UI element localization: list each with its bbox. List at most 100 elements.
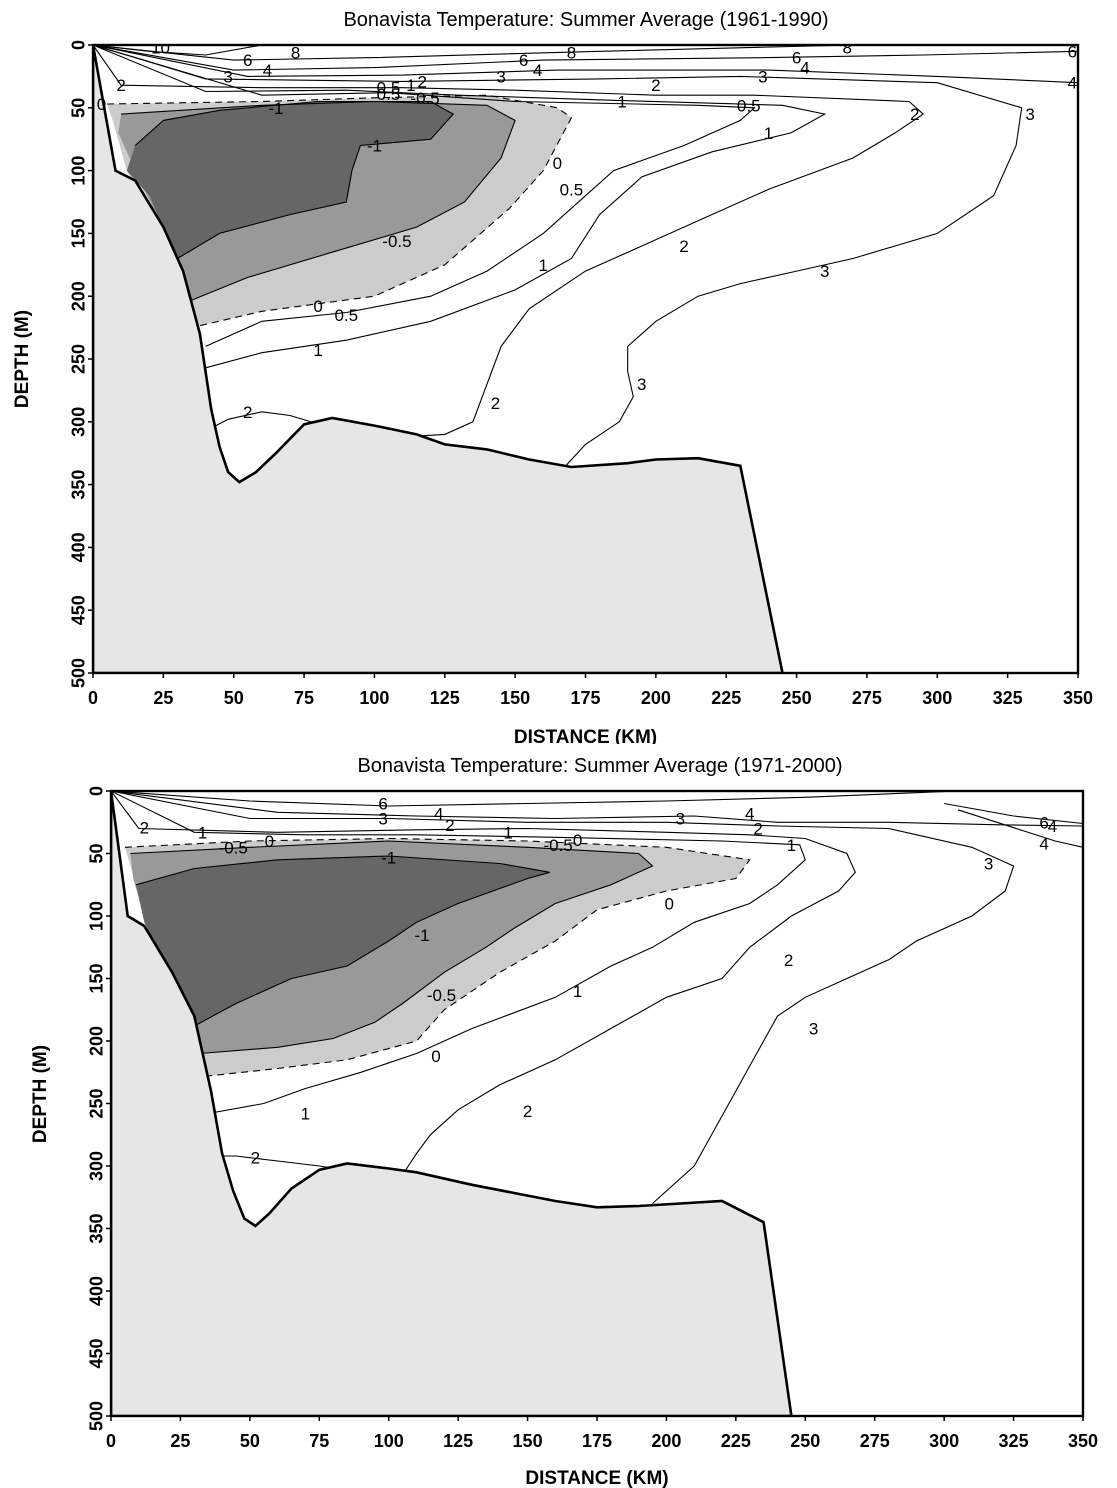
contour-label: 3 (1025, 105, 1034, 124)
contour-line (93, 45, 1078, 71)
contour-label: -1 (367, 136, 382, 155)
contour-label: 0 (265, 832, 274, 851)
contour-label: 1 (503, 823, 512, 842)
contour-label: 0.5 (737, 96, 761, 115)
chart-panel-1961-1990: Bonavista Temperature: Summer Average (1… (12, 9, 1093, 744)
y-tick-label: 450 (86, 1338, 106, 1368)
contour-label: 8 (567, 44, 576, 63)
contour-label: 0 (313, 297, 322, 316)
x-tick-label: 0 (88, 688, 98, 708)
y-tick-label: 250 (86, 1088, 106, 1118)
contour-label: 2 (418, 72, 427, 91)
contour-label: 2 (251, 1148, 260, 1167)
contour-line (93, 45, 827, 369)
x-tick-label: 325 (993, 688, 1023, 708)
contour-label: 0 (431, 1047, 440, 1066)
contour-label: 3 (758, 67, 767, 86)
shaded-region (126, 101, 454, 259)
contour-label: 4 (745, 805, 754, 824)
contour-label: 1 (573, 982, 582, 1001)
contour-label: 10 (151, 39, 170, 58)
contour-label: 2 (651, 76, 660, 95)
contour-label: 6 (378, 795, 387, 814)
x-tick-label: 275 (852, 688, 882, 708)
y-tick-label: 100 (68, 156, 88, 186)
x-tick-label: 125 (443, 1431, 473, 1451)
contour-line (957, 809, 1083, 848)
contour-line (111, 791, 1083, 827)
chart-panel-1971-2000: Bonavista Temperature: Summer Average (1… (0, 744, 1117, 1488)
x-tick-label: 25 (153, 688, 173, 708)
contour-label: 4 (533, 61, 542, 80)
contour-label: 1 (539, 256, 548, 275)
contour-label: -0.5 (543, 836, 572, 855)
contour-label: 3 (820, 262, 829, 281)
y-tick-label: 500 (86, 1401, 106, 1431)
contour-label: 2 (753, 820, 762, 839)
x-tick-label: 350 (1063, 688, 1093, 708)
contour-label: 1 (406, 76, 415, 95)
contour-label: 4 (263, 61, 272, 80)
y-tick-label: 200 (68, 281, 88, 311)
contour-line (135, 855, 550, 1027)
x-tick-label: 325 (999, 1431, 1029, 1451)
contour-label: 6 (519, 51, 528, 70)
contour-line (93, 45, 756, 347)
chart-title: Bonavista Temperature: Summer Average (1… (343, 9, 828, 31)
y-axis-title: DEPTH (M) (12, 310, 33, 408)
contour-label: 0 (97, 95, 106, 114)
y-axis-title: DEPTH (M) (30, 1045, 51, 1143)
y-tick-label: 400 (86, 1276, 106, 1306)
x-tick-label: 200 (651, 1431, 681, 1451)
y-tick-label: 100 (86, 901, 106, 931)
contour-label: 1 (301, 1105, 310, 1124)
y-tick-label: 500 (68, 658, 88, 688)
contour-label: 0 (573, 831, 582, 850)
chart-title: Bonavista Temperature: Summer Average (1… (357, 755, 842, 777)
contour-label: 2 (243, 403, 252, 422)
x-tick-label: 350 (1068, 1431, 1098, 1451)
x-tick-label: 75 (309, 1431, 329, 1451)
contour-label: 1 (764, 124, 773, 143)
bottom-topography (93, 45, 784, 673)
x-tick-label: 50 (240, 1431, 260, 1451)
y-tick-label: 0 (86, 786, 106, 796)
contour-label: 4 (800, 59, 809, 78)
shaded-region (136, 856, 550, 1026)
contour-line (121, 100, 516, 304)
y-tick-label: 400 (68, 532, 88, 562)
x-tick-label: 225 (711, 688, 741, 708)
temperature-section-chart-1: Bonavista Temperature: Summer Average (1… (12, 9, 1093, 744)
contour-label: 3 (378, 810, 387, 829)
contour-label: 0.5 (377, 85, 401, 104)
y-tick-label: 50 (86, 843, 106, 863)
y-tick-label: 350 (68, 470, 88, 500)
y-tick-label: 150 (86, 963, 106, 993)
contour-label: 1 (313, 341, 322, 360)
contour-label: 1 (617, 93, 626, 112)
y-tick-label: 300 (68, 407, 88, 437)
x-tick-label: 100 (374, 1431, 404, 1451)
contour-line (134, 100, 455, 259)
contour-label: 2 (910, 105, 919, 124)
contour-label: 0.5 (560, 180, 584, 199)
contour-label: 3 (809, 1020, 818, 1039)
contour-label: 6 (1068, 42, 1077, 61)
contour-label: 2 (523, 1102, 532, 1121)
contour-label: 6 (243, 51, 252, 70)
contour-label: 4 (1068, 74, 1077, 93)
contour-label: 4 (1048, 817, 1057, 836)
x-tick-label: 250 (790, 1431, 820, 1451)
contour-label: 4 (434, 805, 443, 824)
y-tick-label: 150 (68, 218, 88, 248)
contour-label: 0.5 (377, 79, 401, 98)
contour-line (93, 45, 1023, 467)
contour-label: 2 (116, 76, 125, 95)
contour-label: 3 (676, 810, 685, 829)
x-tick-label: 125 (430, 688, 460, 708)
x-tick-label: 150 (500, 688, 530, 708)
y-tick-label: 450 (68, 595, 88, 625)
x-tick-label: 150 (513, 1431, 543, 1451)
contour-label: 8 (291, 44, 300, 63)
